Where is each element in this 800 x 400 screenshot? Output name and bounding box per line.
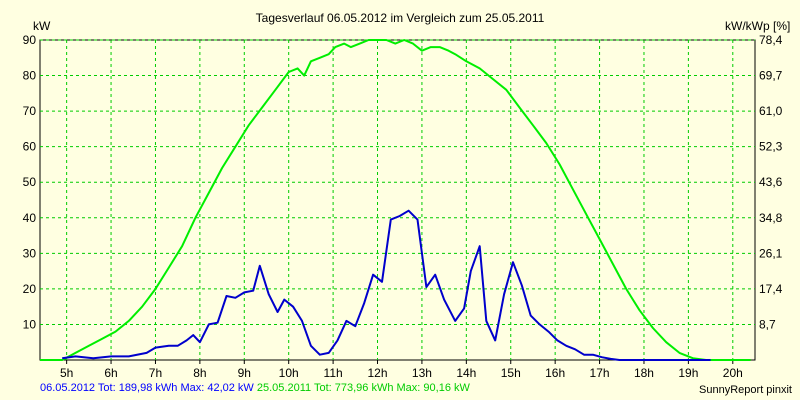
y-axis-left-label: kW [33, 19, 51, 33]
x-tick-labels: 5h 6h 7h 8h 9h 10h 11h 12h 13h 14h 15h 16h 17h 18h 19h… [60, 366, 743, 380]
y-tick-labels-left: 10 20 30 40 50 60 70 80 90 [23, 33, 37, 331]
x-tick-label: 10h [279, 366, 299, 380]
x-tick-label: 14h [456, 366, 476, 380]
y-tick-label-left: 50 [23, 175, 37, 189]
legend-series-1: 06.05.2012 Tot: 189,98 kWh Max: 42,02 kW [40, 382, 254, 394]
y-tick-label-left: 20 [23, 282, 37, 296]
y-tick-label-right: 61,0 [759, 104, 783, 118]
series-lines [40, 39, 751, 361]
y-tick-label-right: 34,8 [759, 211, 783, 225]
legend-series-2: 25.05.2011 Tot: 773,96 kWh Max: 90,16 kW [256, 382, 470, 394]
series-line-25.05.2011 [40, 39, 751, 361]
y-tick-label-left: 80 [23, 69, 37, 83]
x-tick-label: 15h [501, 366, 521, 380]
x-tick-label: 11h [324, 366, 343, 380]
x-tick-label: 13h [412, 366, 432, 380]
x-tick-label: 12h [367, 366, 387, 380]
y-tick-label-left: 90 [23, 33, 37, 47]
y-tick-label-right: 78,4 [759, 33, 783, 47]
y-tick-label-left: 30 [23, 246, 37, 260]
y-tick-label-right: 52,3 [759, 140, 783, 154]
y-tick-label-right: 26,1 [759, 246, 783, 260]
y-tick-label-left: 70 [23, 104, 37, 118]
y-tick-labels-right: 8,7 17,4 26,1 34,8 43,6 52,3 61,0 69,7 78,4 [759, 33, 783, 331]
y-axis-right-label: kW/kWp [%] [725, 19, 790, 33]
x-tick-label: 6h [104, 366, 117, 380]
x-tick-label: 19h [678, 366, 698, 380]
y-tick-label-left: 10 [23, 317, 37, 331]
credit-text: SunnyReport pinxit [699, 384, 792, 396]
plot-area [39, 39, 756, 361]
y-tick-label-left: 60 [23, 140, 37, 154]
series-line-06.05.2012 [62, 209, 711, 361]
chart-title: Tagesverlauf 06.05.2012 im Vergleich zum… [256, 11, 545, 25]
x-tick-label: 16h [545, 366, 565, 380]
x-tick-label: 17h [590, 366, 610, 380]
y-tick-label-right: 17,4 [759, 282, 783, 296]
grid [40, 39, 755, 364]
x-tick-label: 5h [60, 366, 73, 380]
y-tick-label-right: 8,7 [759, 317, 776, 331]
y-tick-label-right: 69,7 [759, 69, 783, 83]
y-tick-label-left: 40 [23, 211, 37, 225]
y-tick-label-right: 43,6 [759, 175, 783, 189]
x-tick-label: 20h [723, 366, 743, 380]
x-tick-label: 7h [149, 366, 162, 380]
x-tick-label: 18h [634, 366, 654, 380]
legend: 06.05.2012 Tot: 189,98 kWh Max: 42,02 kW… [40, 382, 470, 394]
x-tick-label: 9h [238, 366, 251, 380]
x-tick-label: 8h [193, 366, 206, 380]
